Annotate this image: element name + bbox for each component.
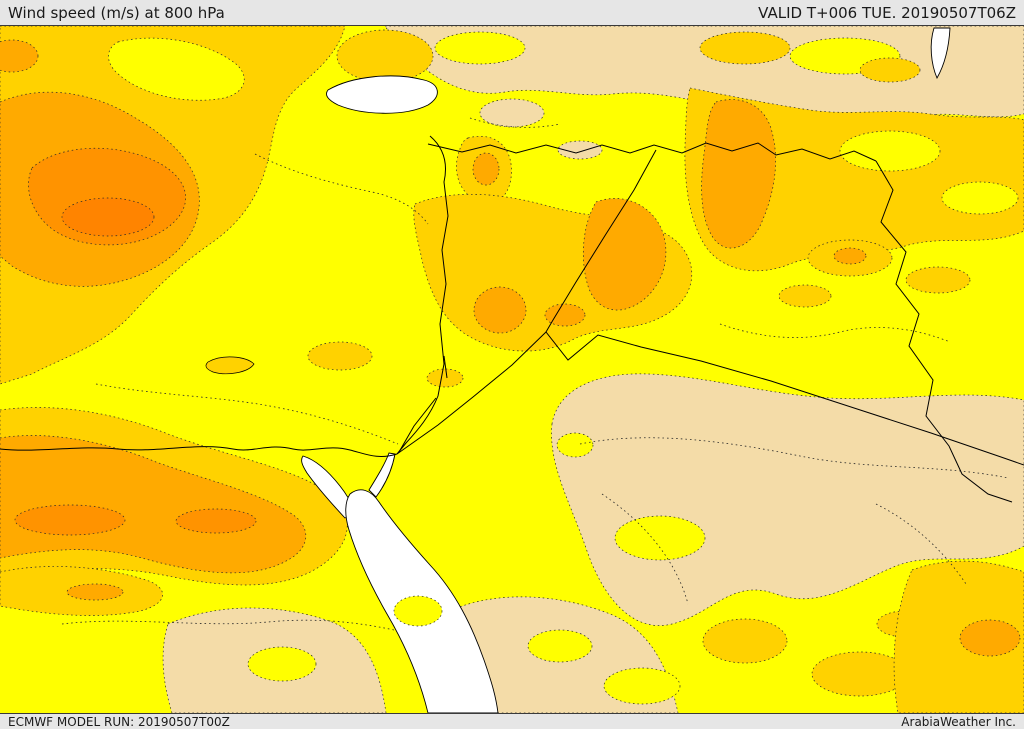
lake-tuz (326, 75, 438, 114)
orange-patch (473, 286, 527, 334)
deep-orange-streak (14, 504, 126, 536)
gold-patch (336, 29, 434, 83)
gold-patch (778, 284, 832, 308)
gold-patch (702, 618, 788, 664)
yellow-patch (839, 130, 941, 172)
gold-patch (859, 57, 921, 83)
max-wind-core (61, 197, 155, 237)
dotted-line (469, 117, 561, 128)
orange-egypt-band (0, 435, 307, 574)
yellow-patch (434, 31, 526, 65)
dotted-contour-lines (61, 117, 1009, 637)
orange-north-iraq (701, 99, 776, 249)
dotted-line (95, 383, 399, 445)
levant-coastline (396, 135, 449, 455)
yellow-patch (614, 515, 706, 561)
orange-central-blob (582, 198, 667, 311)
orange-patch (0, 39, 39, 73)
dead-sea-line (443, 355, 448, 379)
inner-sea-contour (393, 595, 443, 627)
country-borders (0, 135, 1024, 503)
yellow-patch (556, 432, 594, 458)
turkey-border (427, 142, 877, 162)
deep-orange-streak (175, 508, 257, 534)
yellow-patch (247, 646, 317, 682)
dotted-line (579, 437, 1009, 479)
pale-patch (557, 140, 603, 160)
iran-border (875, 160, 1013, 503)
gold-patch (905, 266, 971, 294)
header-bar: Wind speed (m/s) at 800 hPa VALID T+006 … (0, 0, 1024, 26)
model-run-label: ECMWF MODEL RUN: 20190507T00Z (8, 714, 230, 729)
gold-patch (699, 31, 791, 65)
pale-patch (479, 98, 545, 128)
yellow-patch (393, 595, 443, 627)
valid-time-label: VALID T+006 TUE. 20190507T06Z (758, 3, 1016, 22)
yellow-streak (108, 37, 245, 101)
cyprus-island (205, 356, 255, 375)
footer-bar: ECMWF MODEL RUN: 20190507T00Z ArabiaWeat… (0, 713, 1024, 729)
gulf-of-aqaba (368, 452, 396, 498)
yellow-patch (527, 629, 593, 663)
jordan-saudi-border (396, 331, 1024, 466)
map-canvas (0, 26, 1024, 713)
gold-patch (426, 368, 464, 388)
gold-bottom-right-corner (893, 560, 1024, 713)
north-africa-coastline (0, 446, 398, 457)
dotted-line (875, 503, 967, 585)
israel-egypt-border (398, 397, 437, 453)
dotted-line (601, 493, 689, 605)
orange-patch (833, 247, 867, 265)
gold-patch (811, 651, 909, 697)
orange-patch (544, 303, 586, 327)
isotach-map-svg (0, 26, 1024, 713)
fill-contours (0, 26, 1024, 713)
orange-dash (66, 583, 124, 601)
orange-patch (472, 152, 500, 186)
yellow-patch (941, 181, 1019, 215)
map-title: Wind speed (m/s) at 800 hPa (8, 3, 225, 22)
credit-label: ArabiaWeather Inc. (901, 714, 1016, 729)
yellow-patch (603, 667, 681, 705)
white-sliver (930, 27, 951, 80)
gold-patch (307, 341, 373, 371)
orange-patch (959, 619, 1021, 657)
syria-iraq-border (545, 149, 657, 333)
